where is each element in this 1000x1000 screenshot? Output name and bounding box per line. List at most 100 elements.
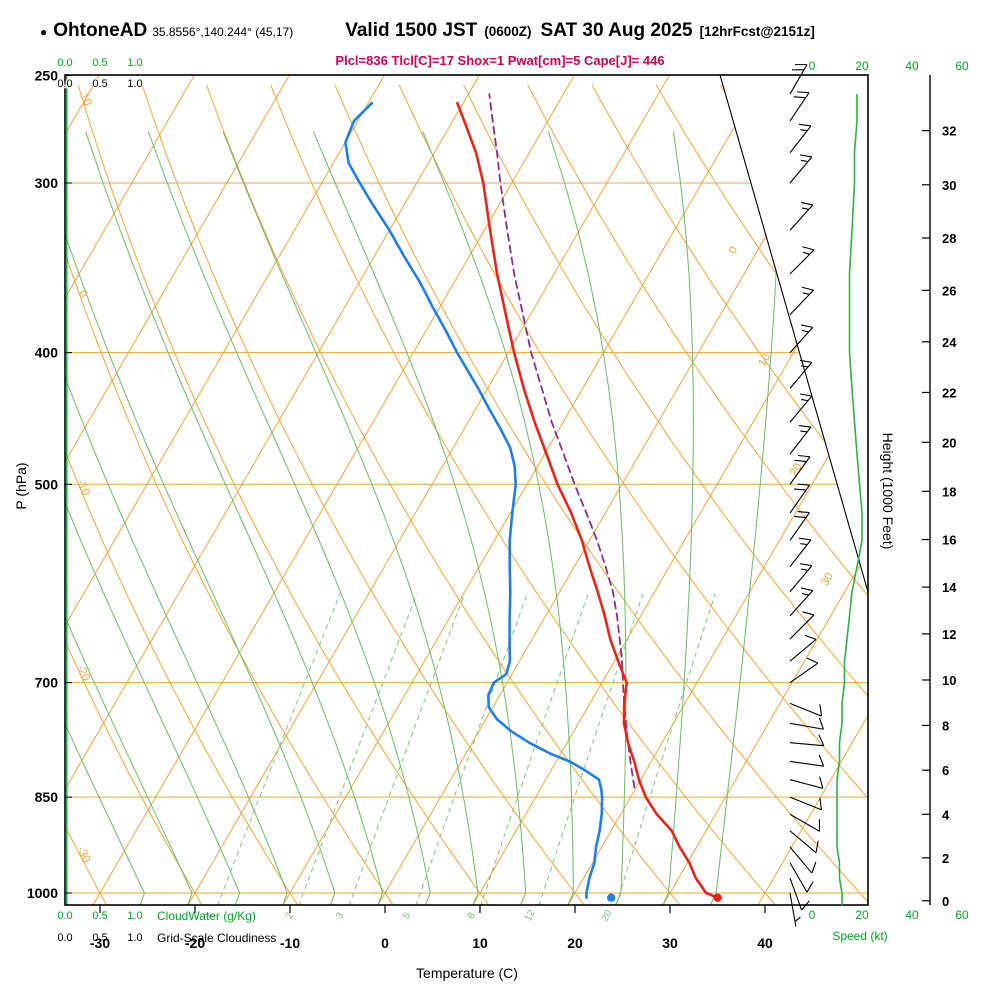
mixing-ratio-label: 2 — [284, 910, 297, 920]
mixing-ratio-label: 12 — [523, 908, 538, 923]
barb-full — [800, 201, 813, 206]
cloudiness-scale-bottom: 0.5 — [92, 932, 107, 944]
mixing-ratio-label: 3 — [334, 910, 347, 920]
height-tick-label: 2 — [942, 851, 949, 866]
mixing-ratio-line — [480, 593, 589, 905]
dry-adiabat — [334, 84, 868, 905]
barb-full — [818, 717, 825, 730]
isotherm — [662, 75, 868, 905]
dry-adiabat-label: -20 — [74, 663, 92, 683]
barb-full — [794, 459, 807, 463]
sounding-profiles — [344, 93, 719, 899]
height-axis-title: Height (1000 Feet) — [880, 432, 896, 550]
barb-full — [799, 359, 812, 363]
mixing-ratio-line — [415, 593, 528, 905]
speed-tick-top: 60 — [955, 59, 969, 73]
barb-half — [801, 159, 809, 163]
barb-staff — [789, 590, 814, 617]
barb-staff — [789, 813, 820, 832]
cloudwater-scale-bottom: 0.0 — [57, 910, 72, 922]
valid-time-utc: (0600Z) — [484, 24, 532, 39]
barb-staff — [789, 722, 824, 730]
pressure-tick-label: 500 — [35, 476, 59, 492]
isotherm-label: 10 — [756, 352, 773, 369]
wind-speed-profile — [836, 94, 863, 906]
height-tick-label: 28 — [942, 231, 956, 246]
barb-full — [797, 454, 811, 458]
temperature-tick-label: 0 — [381, 935, 389, 951]
mixing-ratio-line — [216, 593, 341, 905]
stability-indices-line: Plcl=836 Tlcl[C]=17 Shox=1 Pwat[cm]=5 Ca… — [335, 53, 665, 68]
height-tick-label: 26 — [942, 283, 956, 298]
cloudwater-scale-top: 0.5 — [92, 57, 107, 69]
barb-half — [801, 329, 809, 333]
mixing-ratio-label: 20 — [600, 908, 615, 923]
height-tick-label: 24 — [942, 335, 957, 350]
barb-staff — [789, 638, 817, 662]
barb-staff — [789, 702, 822, 717]
station-bullet-icon: ● — [40, 25, 48, 39]
barb-staff — [789, 662, 819, 684]
cloudwater-scale-bottom: 1.0 — [127, 910, 142, 922]
isotherm — [0, 75, 4, 905]
moist-adiabat — [147, 131, 431, 905]
moist-adiabat — [65, 131, 145, 905]
background-isopleths — [0, 75, 868, 905]
barb-full — [794, 515, 807, 519]
mixing-ratio-line — [538, 593, 644, 905]
temperature-tick-label: 20 — [567, 935, 583, 951]
barb-full — [802, 246, 815, 251]
temperature-tick-label: 40 — [757, 935, 773, 951]
barb-half — [800, 543, 808, 546]
height-tick-label: 4 — [942, 807, 950, 822]
barb-staff — [789, 395, 813, 423]
barb-full — [819, 776, 824, 789]
moist-adiabat — [662, 131, 694, 905]
barb-staff — [789, 426, 812, 455]
isotherm — [65, 75, 290, 905]
temperature-tick-label: 10 — [472, 935, 488, 951]
barb-staff — [789, 877, 803, 911]
barb-staff — [789, 64, 808, 95]
cloudwater-scale-bottom: 0.5 — [92, 910, 107, 922]
height-tick-label: 18 — [942, 484, 956, 499]
moist-adiabat — [222, 131, 479, 905]
cloudiness-legend: Grid-Scale Cloudiness — [157, 931, 277, 945]
barb-full — [797, 91, 810, 94]
barb-staff — [789, 125, 812, 154]
temperature-tick-label: -10 — [280, 935, 300, 951]
surface-temperature-dot — [713, 893, 722, 902]
barb-full — [800, 324, 813, 328]
mixing-ratio-line — [348, 593, 465, 905]
station-name: OhtoneAD — [53, 20, 148, 41]
barb-staff — [789, 484, 810, 514]
moist-adiabat — [422, 131, 574, 905]
barb-full — [794, 488, 807, 491]
height-tick-label: 10 — [942, 673, 956, 688]
barb-half — [794, 916, 801, 922]
barb-staff — [789, 742, 824, 747]
height-tick-label: 14 — [942, 580, 957, 595]
speed-axis-title: Speed (kt) — [832, 929, 888, 943]
dry-adiabat-label: 10 — [77, 91, 93, 108]
barb-full — [815, 840, 819, 853]
isotherm-label: 0 — [727, 245, 741, 257]
moist-adiabat — [312, 131, 527, 905]
wind-barbs — [789, 64, 825, 927]
height-tick-label: 20 — [942, 435, 956, 450]
barb-full — [819, 797, 823, 810]
moist-adiabat — [85, 131, 384, 905]
cloudwater-scale-top: 0.0 — [57, 57, 72, 69]
barb-full — [793, 96, 806, 99]
moist-adiabat — [547, 131, 627, 905]
moist-adiabat — [65, 131, 193, 905]
isotherm — [187, 75, 670, 905]
height-tick-label: 0 — [942, 894, 949, 909]
temperature-curve — [456, 101, 719, 899]
height-tick-label: 22 — [942, 385, 956, 400]
